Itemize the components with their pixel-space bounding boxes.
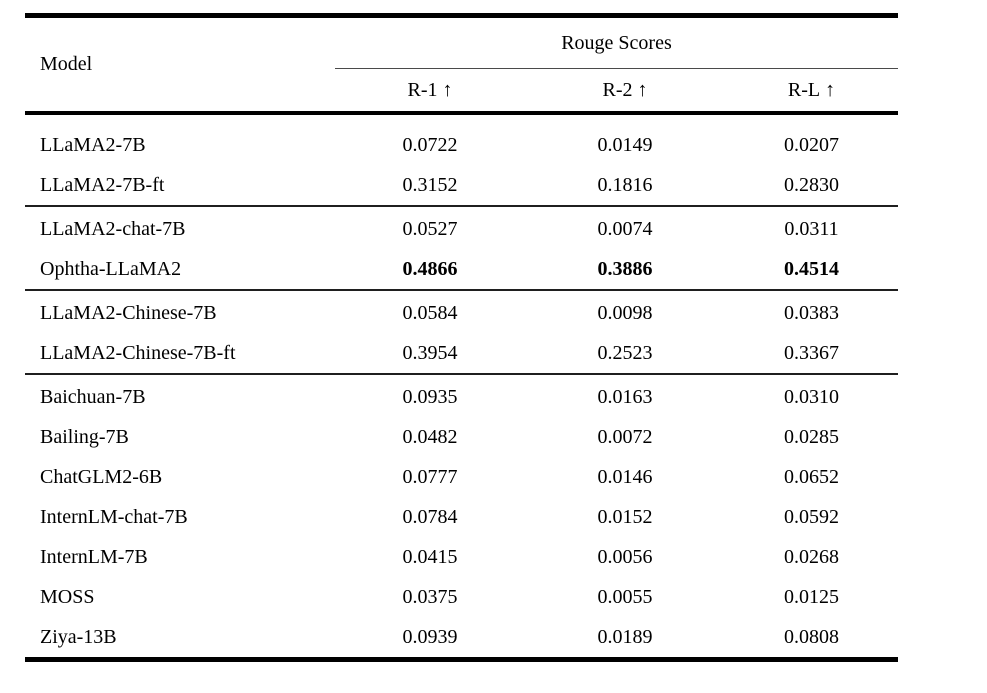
table-row: Ziya-13B 0.0939 0.0189 0.0808 [25,617,898,657]
table-row: LLaMA2-chat-7B 0.0527 0.0074 0.0311 [25,209,898,249]
table-row: LLaMA2-Chinese-7B 0.0584 0.0098 0.0383 [25,293,898,333]
model-name-cell: LLaMA2-7B-ft [40,173,165,196]
group-separator-rule [25,205,898,207]
table-row: LLaMA2-7B-ft 0.3152 0.1816 0.2830 [25,165,898,205]
table-row: Baichuan-7B 0.0935 0.0163 0.0310 [25,377,898,417]
model-name-cell: InternLM-7B [40,545,148,568]
up-arrow-icon: ↑ [442,78,453,101]
r2-cell: 0.2523 [597,341,653,364]
top-rule [25,13,898,18]
table-header: Model Rouge Scores R-1 ↑ R-2 ↑ R-L ↑ [25,18,898,111]
model-name-cell: Ziya-13B [40,625,117,648]
table-row: Ophtha-LLaMA2 0.4866 0.3886 0.4514 [25,249,898,289]
table-row: LLaMA2-7B 0.0722 0.0149 0.0207 [25,125,898,165]
table-group-llama2: LLaMA2-7B 0.0722 0.0149 0.0207 LLaMA2-7B… [25,115,898,205]
header-col-r2: R-2 ↑ [525,79,725,102]
r2-cell: 0.3886 [597,257,653,280]
rl-cell: 0.0808 [784,625,839,648]
r1-cell: 0.0777 [402,465,458,488]
model-name-cell: ChatGLM2-6B [40,465,163,488]
cmidrule [335,68,898,69]
r2-cell: 0.1816 [597,173,653,196]
rl-cell: 0.3367 [784,341,839,364]
model-name-cell: LLaMA2-Chinese-7B-ft [40,341,236,364]
r1-cell: 0.0935 [402,385,458,408]
header-bottom-rule [25,111,898,115]
model-name-cell: InternLM-chat-7B [40,505,188,528]
table-row: InternLM-7B 0.0415 0.0056 0.0268 [25,537,898,577]
rl-cell: 0.0268 [784,545,839,568]
rl-cell: 0.0652 [784,465,839,488]
rl-cell: 0.4514 [784,257,839,280]
group-separator-rule [25,289,898,291]
r1-cell: 0.0784 [402,505,458,528]
rl-cell: 0.0311 [784,217,839,240]
rl-cell: 0.0592 [784,505,839,528]
r1-cell: 0.3152 [402,173,458,196]
model-name-cell: LLaMA2-chat-7B [40,217,186,240]
group-separator-rule [25,373,898,375]
r1-cell: 0.0482 [402,425,458,448]
bottom-rule [25,657,898,662]
r2-cell: 0.0149 [597,133,653,156]
up-arrow-icon: ↑ [825,78,836,101]
model-name-cell: MOSS [40,585,95,608]
table-row: InternLM-chat-7B 0.0784 0.0152 0.0592 [25,497,898,537]
header-col-r2-label: R-2 [602,78,633,101]
table-group-ophtha: LLaMA2-chat-7B 0.0527 0.0074 0.0311 Opht… [25,207,898,289]
rl-cell: 0.0383 [784,301,839,324]
r1-cell: 0.0939 [402,625,458,648]
model-name-cell: Bailing-7B [40,425,129,448]
up-arrow-icon: ↑ [637,78,648,101]
r2-cell: 0.0189 [597,625,653,648]
table-row: ChatGLM2-6B 0.0777 0.0146 0.0652 [25,457,898,497]
rl-cell: 0.0285 [784,425,839,448]
r1-cell: 0.4866 [402,257,458,280]
rl-cell: 0.0125 [784,585,839,608]
header-model: Model [40,53,93,75]
rl-cell: 0.2830 [784,173,839,196]
table-group-llama2-chinese: LLaMA2-Chinese-7B 0.0584 0.0098 0.0383 L… [25,291,898,373]
r1-cell: 0.0375 [402,585,458,608]
rl-cell: 0.0310 [784,385,839,408]
model-name-cell: LLaMA2-7B [40,133,146,156]
r2-cell: 0.0072 [597,425,653,448]
header-group-rouge-scores: Rouge Scores [561,31,672,54]
rl-cell: 0.0207 [784,133,839,156]
header-col-r1-label: R-1 [407,78,438,101]
model-name-cell: Ophtha-LLaMA2 [40,257,182,280]
header-col-r1: R-1 ↑ [335,79,525,102]
header-col-rl-label: R-L [787,78,821,101]
r2-cell: 0.0163 [597,385,653,408]
r2-cell: 0.0152 [597,505,653,528]
r1-cell: 0.0527 [402,217,458,240]
table-row: Bailing-7B 0.0482 0.0072 0.0285 [25,417,898,457]
r1-cell: 0.3954 [402,341,458,364]
model-name-cell: Baichuan-7B [40,385,146,408]
table-group-other-models: Baichuan-7B 0.0935 0.0163 0.0310 Bailing… [25,375,898,657]
r2-cell: 0.0074 [597,217,653,240]
r2-cell: 0.0056 [597,545,653,568]
r2-cell: 0.0098 [597,301,653,324]
r2-cell: 0.0055 [597,585,653,608]
r1-cell: 0.0415 [402,545,458,568]
r1-cell: 0.0722 [402,133,458,156]
r2-cell: 0.0146 [597,465,653,488]
table-row: LLaMA2-Chinese-7B-ft 0.3954 0.2523 0.336… [25,333,898,373]
model-name-cell: LLaMA2-Chinese-7B [40,301,217,324]
table-row: MOSS 0.0375 0.0055 0.0125 [25,577,898,617]
header-col-rl: R-L ↑ [725,79,898,102]
rouge-scores-table: Model Rouge Scores R-1 ↑ R-2 ↑ R-L ↑ LLaMA2… [25,13,898,662]
r1-cell: 0.0584 [402,301,458,324]
